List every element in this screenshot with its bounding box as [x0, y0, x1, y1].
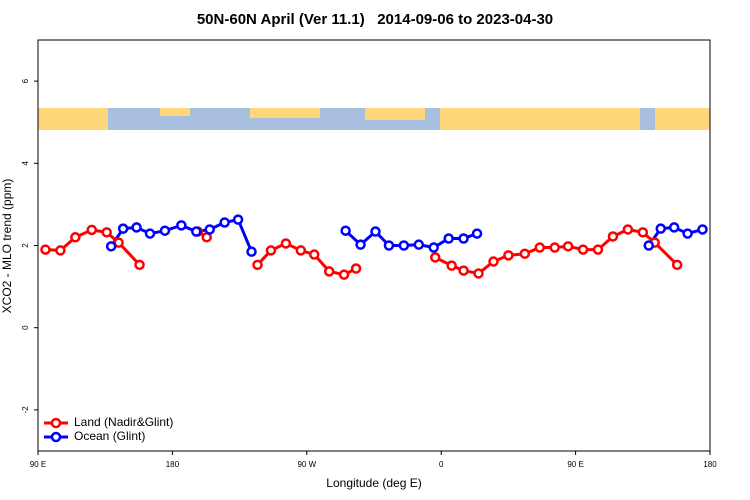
data-point	[607, 231, 619, 242]
map-land	[655, 108, 710, 130]
data-point	[280, 238, 292, 249]
data-point	[443, 233, 454, 244]
data-point	[671, 259, 683, 271]
data-point	[134, 259, 145, 271]
legend-marker	[50, 431, 62, 443]
data-point	[338, 269, 350, 280]
data-point	[117, 223, 129, 234]
data-point	[40, 244, 51, 255]
data-point	[131, 222, 142, 233]
data-point	[413, 239, 425, 250]
legend: Land (Nadir&Glint)Ocean (Glint)	[44, 415, 173, 443]
data-point	[473, 268, 484, 279]
plot-frame	[37, 39, 711, 452]
data-point	[144, 228, 156, 239]
legend-marker	[50, 417, 62, 429]
data-point	[471, 228, 483, 239]
x-tick-label: 90 E	[567, 460, 583, 469]
x-axis-label: Longitude (deg E)	[326, 476, 421, 490]
data-point	[323, 266, 335, 277]
data-point	[519, 248, 531, 259]
data-point	[86, 224, 98, 236]
data-point	[643, 240, 655, 251]
data-point	[592, 244, 604, 255]
map-land	[250, 108, 320, 118]
data-point	[383, 240, 395, 251]
data-point	[70, 232, 81, 243]
legend-label: Land (Nadir&Glint)	[74, 415, 173, 429]
data-point	[562, 241, 574, 252]
data-point	[309, 249, 320, 260]
x-tick-label: 90 W	[297, 460, 316, 469]
data-point	[622, 224, 634, 235]
data-point	[682, 228, 693, 239]
data-point	[428, 242, 439, 253]
data-point	[370, 226, 381, 237]
data-point	[252, 259, 263, 271]
data-point	[55, 245, 66, 256]
data-point	[159, 225, 171, 236]
data-point	[697, 224, 708, 235]
map-land	[160, 108, 190, 116]
y-tick-label: 6	[21, 78, 30, 83]
data-point	[219, 217, 230, 228]
data-point	[637, 227, 649, 238]
map-strip	[38, 108, 710, 130]
data-point	[204, 224, 215, 235]
y-axis-label: XCO2 - MLO trend (ppm)	[0, 179, 14, 314]
data-point	[458, 265, 469, 276]
data-point	[577, 244, 589, 255]
legend-label: Ocean (Glint)	[74, 429, 145, 443]
data-point	[295, 245, 307, 256]
data-point	[355, 239, 366, 250]
data-point	[549, 242, 560, 253]
data-point	[655, 223, 666, 234]
data-point	[350, 263, 362, 274]
map-land	[38, 108, 108, 130]
y-tick-label: 2	[21, 243, 30, 248]
x-tick-label: 180	[166, 460, 180, 469]
data-point	[503, 250, 514, 261]
data-point	[446, 260, 457, 271]
data-point	[191, 226, 202, 237]
x-tick-label: 0	[439, 460, 444, 469]
data-point	[101, 227, 112, 238]
data-point	[534, 242, 546, 253]
chart-title: 50N-60N April (Ver 11.1) 2014-09-06 to 2…	[197, 11, 553, 28]
data-point	[105, 241, 117, 252]
x-tick-label: 180	[703, 460, 717, 469]
data-point	[458, 233, 469, 244]
data-point	[488, 256, 499, 267]
y-tick-label: 0	[21, 325, 30, 330]
data-point	[340, 225, 351, 236]
map-land	[365, 108, 425, 120]
map-land	[440, 108, 640, 130]
data-point	[246, 246, 257, 257]
data-point	[265, 245, 277, 256]
data-point	[176, 220, 187, 231]
data-point	[429, 252, 441, 263]
y-tick-label: 4	[21, 161, 30, 166]
data-point	[668, 222, 680, 233]
data-point	[398, 240, 410, 251]
x-tick-label: 90 E	[30, 460, 46, 469]
y-tick-label: -2	[21, 406, 30, 414]
data-point	[232, 214, 244, 225]
